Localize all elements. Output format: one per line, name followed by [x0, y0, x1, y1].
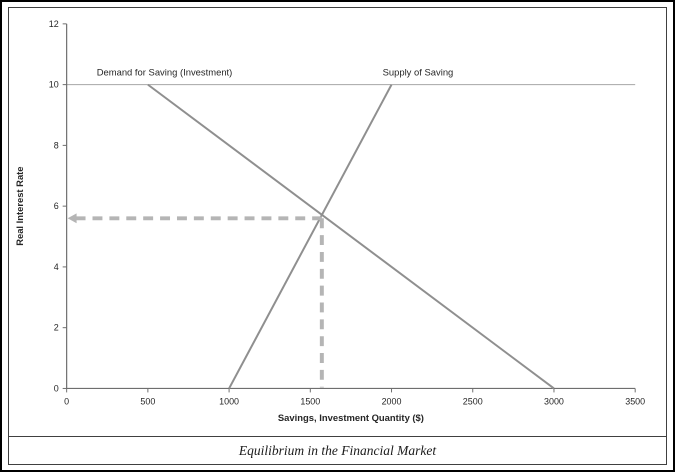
x-axis-title: Savings, Investment Quantity ($): [278, 412, 424, 423]
y-tick-label: 4: [54, 262, 59, 272]
x-tick-label: 0: [64, 396, 69, 406]
caption-bar: Equilibrium in the Financial Market: [9, 436, 666, 464]
x-tick-label: 2500: [463, 396, 483, 406]
y-tick-label: 12: [49, 19, 59, 29]
chart-area: 0 2 4 6 8 10 12 0 500 1000 1500 2000 2500 3000 3500 Dem…: [9, 8, 666, 436]
figure-caption: Equilibrium in the Financial Market: [238, 442, 437, 458]
x-tick-label: 500: [140, 396, 155, 406]
y-tick-label: 2: [54, 323, 59, 333]
x-tick-label: 3000: [544, 396, 564, 406]
x-tick-label: 2000: [382, 396, 402, 406]
supply-line: [228, 84, 393, 389]
y-tick-label: 10: [49, 80, 59, 90]
x-tick-label: 1000: [219, 396, 239, 406]
left-arrowhead-icon: [67, 213, 77, 224]
demand-line-label: Demand for Saving (Investment): [97, 67, 233, 78]
demand-line: [147, 83, 555, 390]
x-tick-label: 1500: [300, 396, 320, 406]
y-tick-label: 8: [54, 140, 59, 150]
supply-demand-chart: 0 2 4 6 8 10 12 0 500 1000 1500 2000 2500 3000 3500 Dem…: [14, 19, 645, 423]
y-tick-label: 6: [54, 201, 59, 211]
supply-line-label: Supply of Saving: [383, 67, 454, 78]
figure-panel: 0 2 4 6 8 10 12 0 500 1000 1500 2000 2500 3000 3500 Dem…: [8, 7, 667, 465]
y-axis-title: Real Interest Rate: [14, 166, 25, 245]
x-tick-label: 3500: [625, 396, 645, 406]
y-tick-label: 0: [54, 383, 59, 393]
